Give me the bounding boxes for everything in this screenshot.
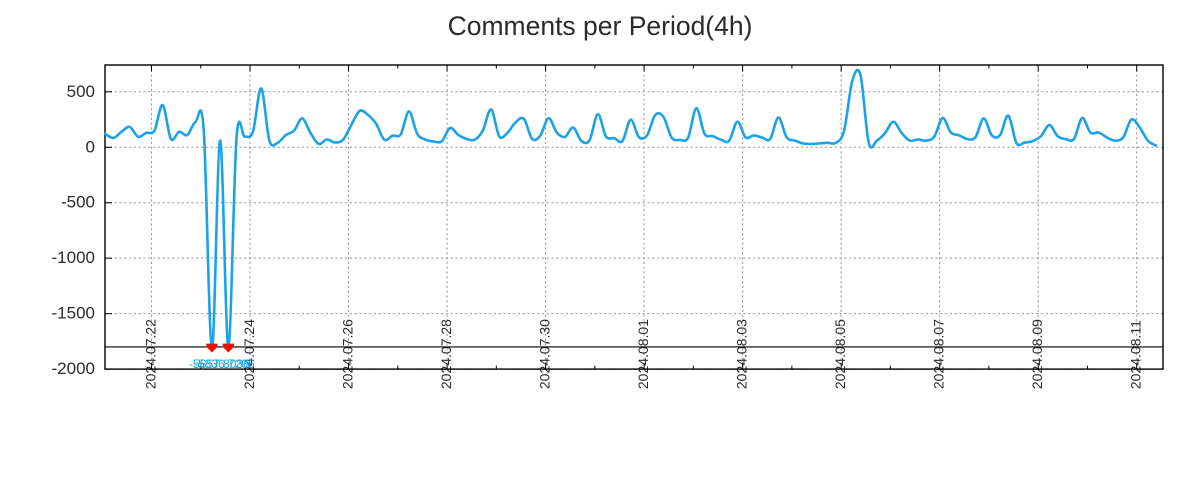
svg-text:2024.07.28: 2024.07.28: [438, 319, 454, 389]
svg-text:2024.08.11: 2024.08.11: [1128, 320, 1144, 389]
svg-text:2024.08.09: 2024.08.09: [1029, 319, 1045, 389]
svg-text:2024.08.03: 2024.08.03: [734, 319, 750, 389]
svg-text:-1500: -1500: [52, 304, 95, 323]
svg-text:2024.07.22: 2024.07.22: [143, 319, 159, 389]
svg-text:-2000: -2000: [52, 359, 95, 378]
svg-text:-1000: -1000: [52, 248, 95, 267]
svg-text:2024.08.07: 2024.08.07: [931, 319, 947, 389]
svg-text:2024.07.24: 2024.07.24: [241, 319, 257, 389]
svg-text:500: 500: [67, 82, 95, 101]
svg-text:0: 0: [86, 137, 95, 156]
svg-text:-500: -500: [61, 193, 95, 212]
svg-text:2024.08.05: 2024.08.05: [832, 319, 848, 389]
svg-text:2024.07.30: 2024.07.30: [537, 319, 553, 389]
svg-text:2024.08.01: 2024.08.01: [635, 319, 651, 389]
svg-text:2024.07.26: 2024.07.26: [340, 319, 356, 389]
